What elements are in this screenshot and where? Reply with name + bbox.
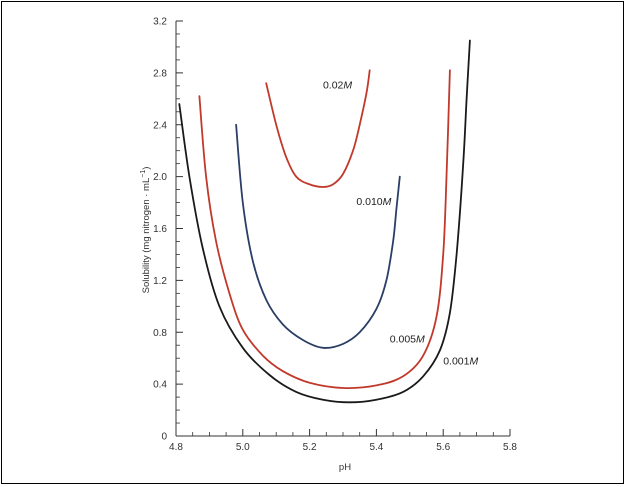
- y-tick-label: 2.4: [153, 120, 167, 131]
- series-label-0: 0.02M: [323, 79, 352, 91]
- y-axis-title: Solubility (mg nitrogen · mL−1): [140, 167, 152, 294]
- series-label-1: 0.010M: [356, 196, 391, 208]
- series-label-3: 0.001M: [443, 356, 478, 368]
- series-label-2: 0.005M: [390, 334, 425, 346]
- x-tick-label: 5.6: [436, 442, 450, 453]
- x-tick-label: 5.4: [369, 442, 383, 453]
- series-label-unit: M: [469, 356, 478, 368]
- y-axis-title-superscript: −1: [140, 170, 147, 178]
- series-lines: [178, 39, 471, 404]
- y-tick-label: 3.2: [153, 17, 167, 28]
- series-label-value: 0.010: [356, 196, 382, 208]
- x-tick-label: 4.8: [169, 442, 183, 453]
- series-line-0: [265, 69, 371, 188]
- x-tick-label: 5.0: [236, 442, 250, 453]
- y-tick-label: 0.4: [153, 380, 167, 391]
- y-tick-label: 2.0: [153, 172, 167, 183]
- y-tick-label: 1.2: [153, 276, 167, 287]
- y-tick-label: 1.6: [153, 224, 167, 235]
- y-tick-label: 0.8: [153, 328, 167, 339]
- series-label-value: 0.005: [390, 334, 416, 346]
- series-label-unit: M: [343, 79, 352, 91]
- series-label-value: 0.001: [443, 356, 469, 368]
- series-label-value: 0.02: [323, 79, 344, 91]
- series-label-unit: M: [383, 196, 392, 208]
- x-axis-title: pH: [339, 462, 351, 473]
- y-ticks: 0 0.4 0.8 1.2 1.6 2.0 2.4 2.8 3.2: [153, 17, 183, 443]
- series-line-1: [235, 123, 401, 349]
- x-tick-label: 5.8: [503, 442, 517, 453]
- y-axis-title-close: ): [141, 167, 152, 170]
- series-line-3: [178, 39, 471, 404]
- series-line-2: [198, 69, 451, 389]
- y-tick-label: 2.8: [153, 68, 167, 79]
- y-tick-label: 0: [161, 432, 167, 443]
- x-tick-label: 5.2: [303, 442, 317, 453]
- series-label-unit: M: [416, 334, 425, 346]
- y-axis-title-main: Solubility (mg nitrogen · mL: [141, 178, 152, 294]
- x-ticks: 4.8 5.0 5.2 5.4 5.6 5.8: [169, 429, 517, 453]
